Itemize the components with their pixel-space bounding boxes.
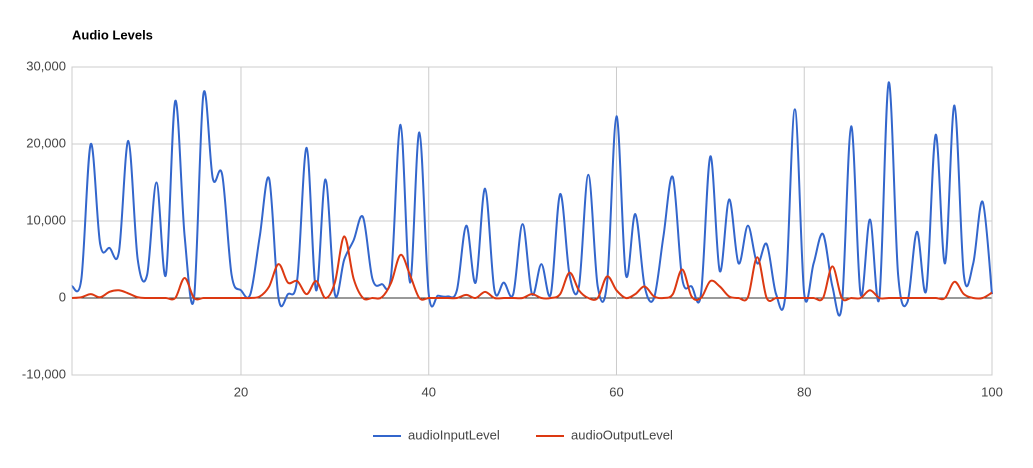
legend-label: audioOutputLevel <box>571 427 673 442</box>
x-tick-label: 40 <box>422 384 436 399</box>
x-tick-label: 100 <box>981 384 1003 399</box>
y-tick-label: 10,000 <box>26 212 66 227</box>
legend-label: audioInputLevel <box>408 427 500 442</box>
y-tick-label: 0 <box>59 289 66 304</box>
y-tick-label: -10,000 <box>22 366 66 381</box>
y-tick-label: 30,000 <box>26 58 66 73</box>
y-tick-label: 20,000 <box>26 135 66 150</box>
x-tick-label: 80 <box>797 384 811 399</box>
x-tick-label: 20 <box>234 384 248 399</box>
x-tick-label: 60 <box>609 384 623 399</box>
chart-title: Audio Levels <box>72 27 153 42</box>
series-line <box>71 81 993 317</box>
series-line <box>71 235 993 302</box>
